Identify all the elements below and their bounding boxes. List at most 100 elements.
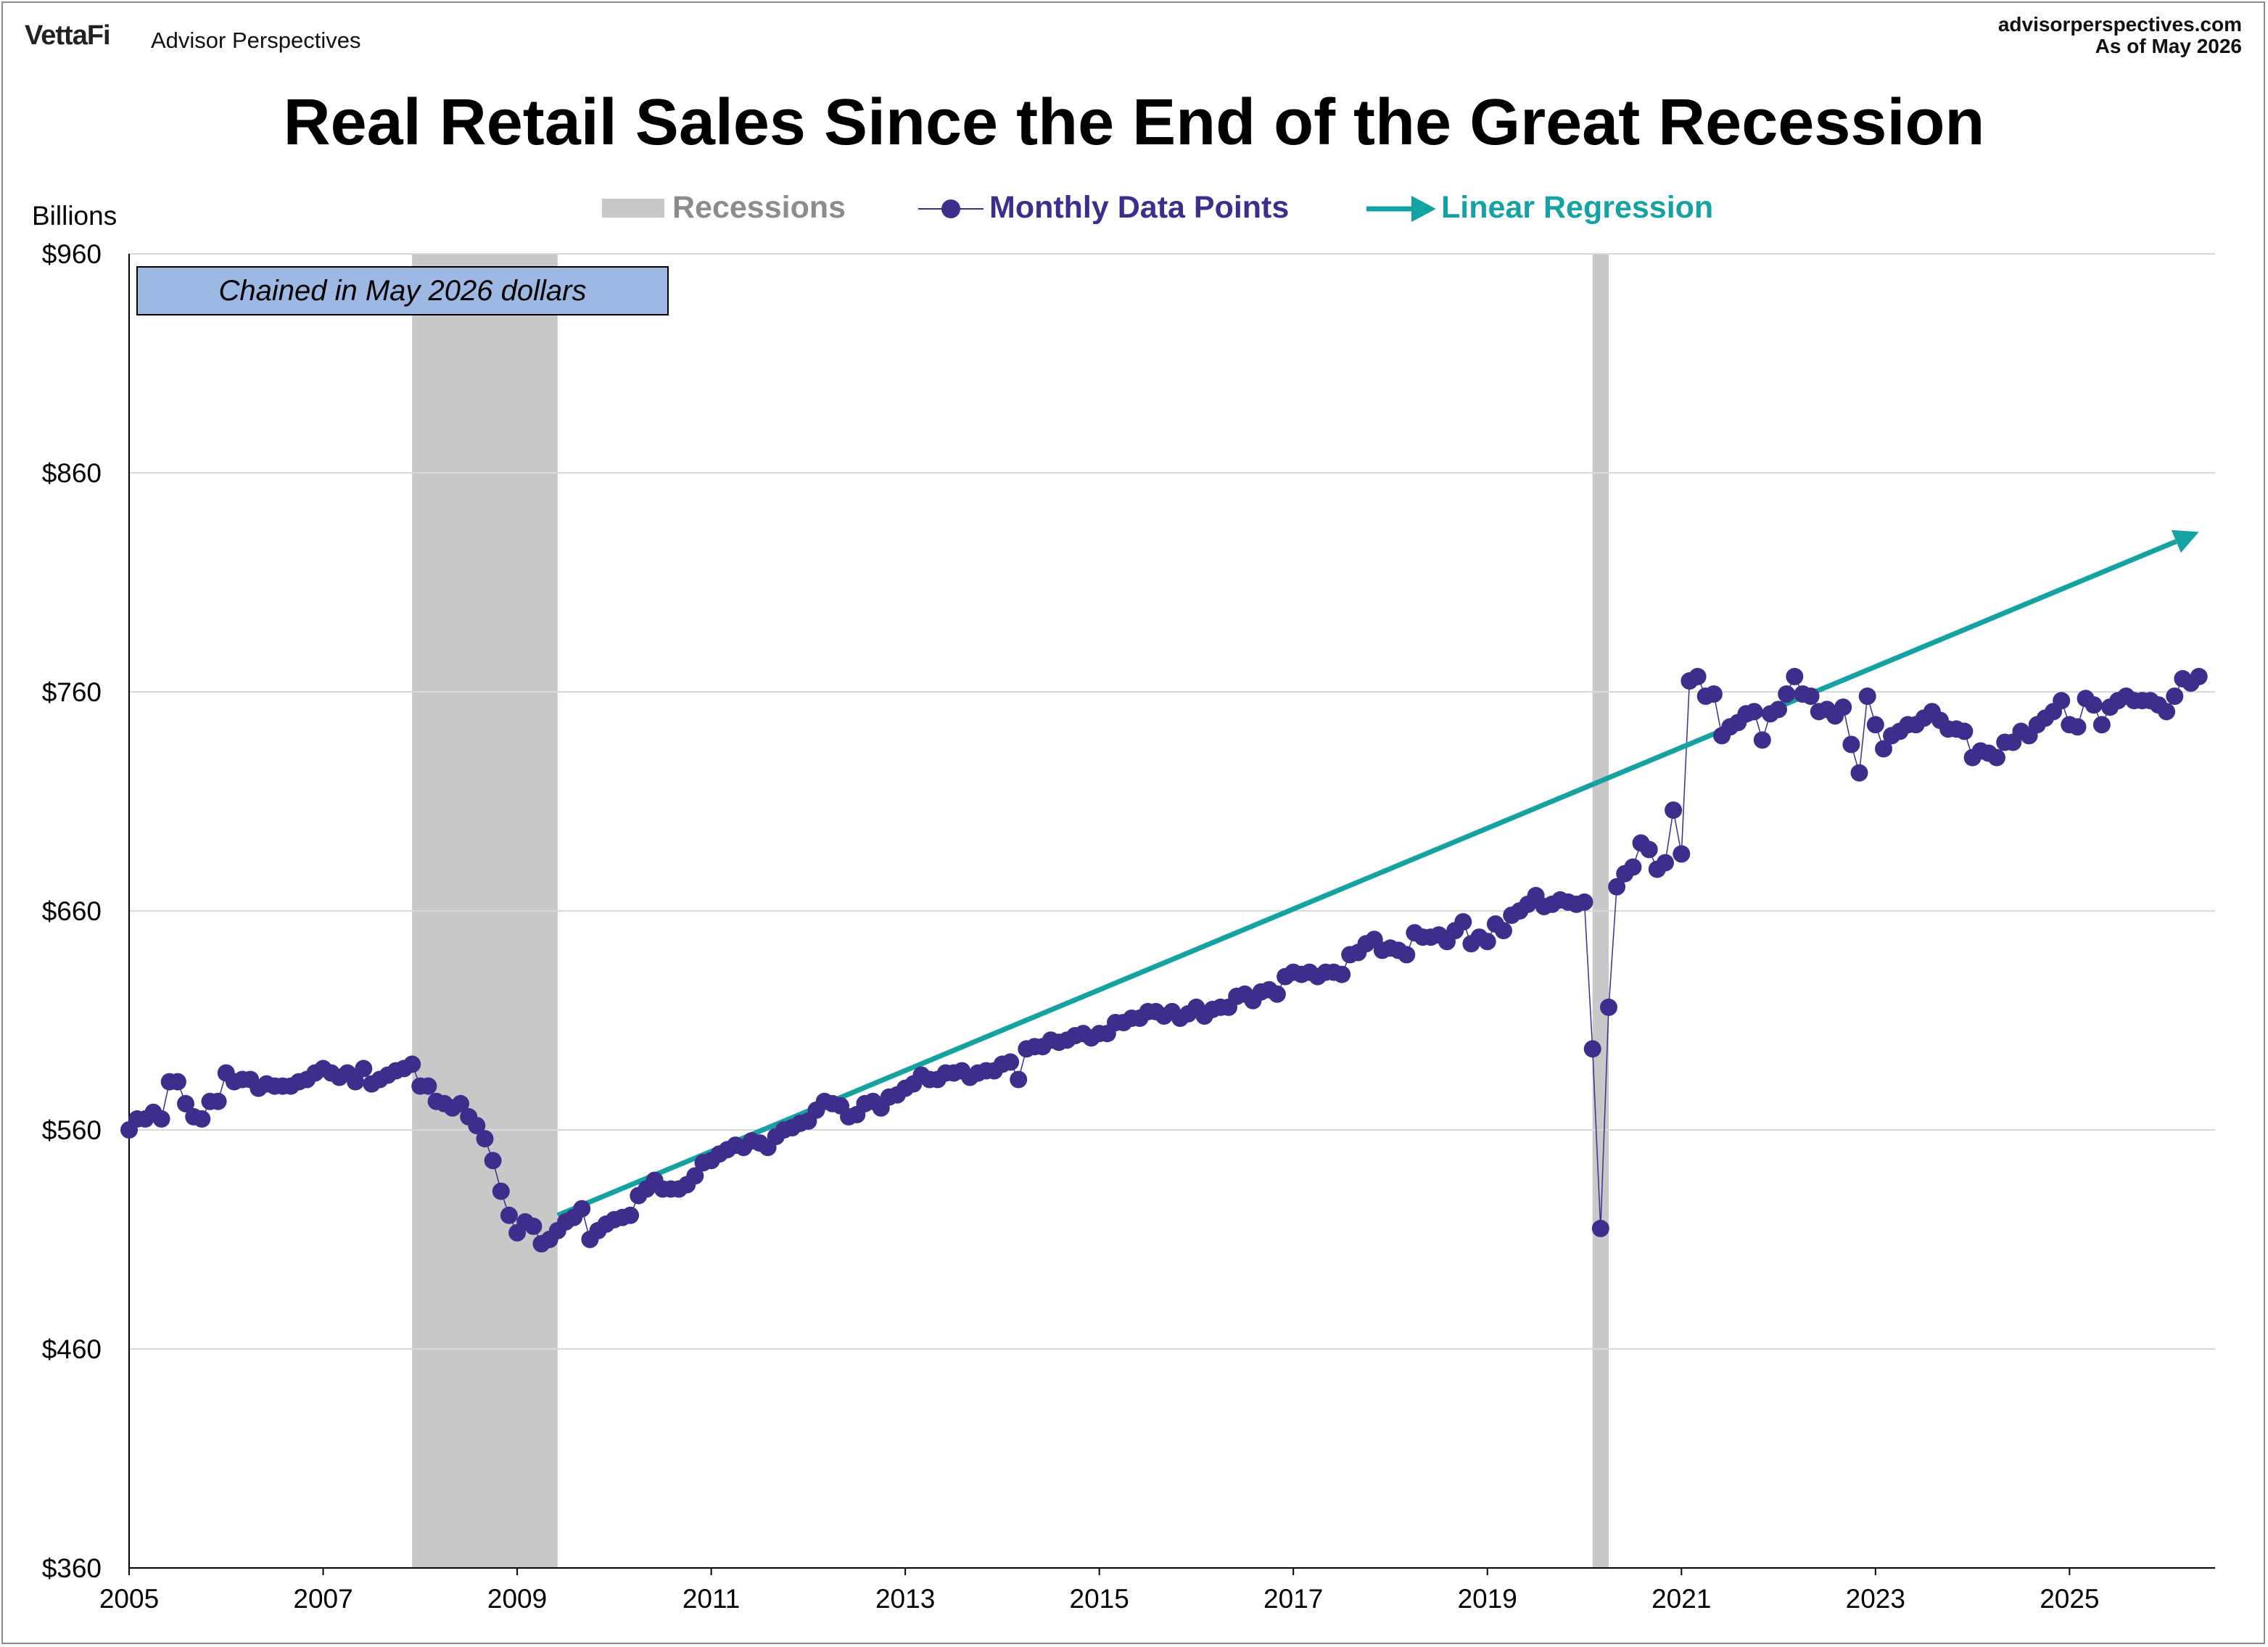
data-point [484,1152,502,1170]
annotation-box [136,266,669,315]
data-point [1988,748,2005,767]
data-point [1600,998,1617,1016]
data-point [2053,692,2071,710]
data-point [468,1117,486,1134]
y-tick-label: $560 [42,1115,102,1145]
data-point [452,1094,469,1113]
regression-line [556,529,2199,1218]
data-point [209,1092,227,1110]
x-tick-label: 2009 [487,1584,547,1614]
x-tick-label: 2015 [1070,1584,1129,1614]
data-point [1704,685,1723,703]
data-point [1010,1070,1028,1089]
data-point [1608,878,1626,896]
data-point [1575,893,1593,911]
data-point [1850,764,1868,782]
data-point [1770,701,1787,719]
chart-title: Real Retail Sales Since the End of the G… [283,86,1985,159]
data-point [1778,685,1796,703]
data-point [492,1182,510,1200]
data-point [1478,933,1496,951]
data-point [403,1055,421,1073]
data-point [1640,841,1658,859]
data-point [1002,1053,1020,1071]
y-tick-label: $960 [42,239,102,269]
data-point [1866,716,1884,734]
data-point [1955,722,1974,740]
data-point [168,1073,186,1091]
data-point [193,1110,211,1128]
data-point [2190,667,2208,685]
data-point [355,1060,373,1078]
y-tick-label: $760 [42,677,102,707]
data-point [1688,667,1707,685]
data-point [1591,1219,1609,1237]
y-axis-label: Billions [32,201,117,231]
data-point [1583,1040,1601,1058]
x-tick-label: 2025 [2040,1584,2099,1614]
data-point [177,1094,194,1113]
data-point [1673,845,1691,863]
axes: $360 $460 $560 $660 $760 $860 $960 2005 2007 2009… [42,239,2215,1614]
regression-line-segment [556,539,2177,1218]
data-point [1268,985,1286,1003]
as-of-date: As of May 2026 [2095,35,2242,57]
data-point [2069,718,2087,736]
data-point [1753,731,1771,749]
x-tick-label: 2021 [1651,1584,1711,1614]
data-point [1842,735,1860,754]
data-point [1495,922,1512,940]
data-point [686,1167,704,1185]
data-point [1454,913,1472,931]
data-point [1802,688,1820,705]
data-point [1858,688,1876,705]
x-tick-label: 2019 [1458,1584,1517,1614]
legend-recessions-swatch [602,199,664,218]
legend-regression-arrow [1411,196,1436,222]
data-point [1745,703,1763,721]
x-tick-label: 2023 [1846,1584,1905,1614]
data-point [622,1206,640,1224]
site-url[interactable]: advisorperspectives.com [1997,13,2242,36]
data-point [2092,716,2111,734]
legend-data-label: Monthly Data Points [989,190,1289,225]
data-point [524,1217,543,1235]
data-point [1834,698,1852,717]
data-point [1333,965,1351,983]
x-tick-label: 2017 [1263,1584,1323,1614]
y-tick-label: $660 [42,896,102,926]
legend-data-marker [941,199,960,218]
y-tick-label: $360 [42,1553,102,1583]
data-point [500,1206,518,1224]
data-point [1624,858,1642,876]
data-point [1875,740,1892,758]
x-tick-label: 2011 [683,1584,741,1614]
regression-arrowhead [2171,529,2199,553]
annotation-text: Chained in May 2026 dollars [219,275,587,307]
data-point [1657,854,1674,872]
data-point [2158,703,2176,721]
x-tick-label: 2005 [99,1584,159,1614]
data-points [120,667,2208,1252]
y-tick-label: $460 [42,1334,102,1364]
x-tick-label: 2013 [875,1584,935,1614]
vettafi-logo: VettaFi [25,20,111,51]
data-point [573,1200,591,1218]
legend-recessions-label: Recessions [672,190,846,225]
y-tick-label: $860 [42,458,102,488]
data-point [419,1077,437,1095]
data-point [1786,667,1804,685]
brand-subtitle: Advisor Perspectives [151,28,361,53]
data-point [2085,696,2103,714]
data-point [152,1110,170,1128]
data-point [476,1130,494,1148]
data-point [1398,946,1416,964]
legend: Recessions Monthly Data Points Linear Re… [602,190,1713,225]
data-point [1665,801,1683,820]
data-point [2166,688,2184,705]
data-point [347,1073,365,1091]
legend-regression-label: Linear Regression [1441,190,1713,225]
x-tick-label: 2007 [293,1584,352,1614]
